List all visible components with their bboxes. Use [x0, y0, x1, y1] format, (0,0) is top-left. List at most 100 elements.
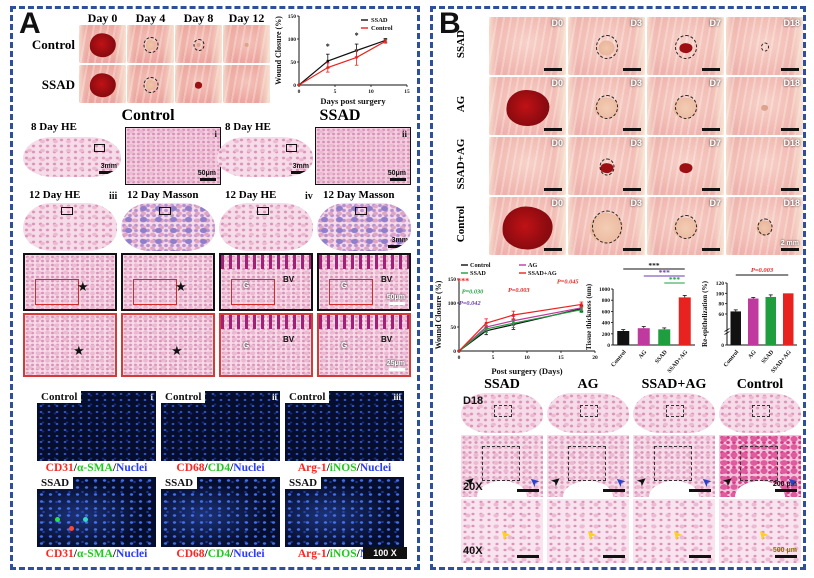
yellow-arrow-icon: ➤ [668, 525, 688, 544]
group-label: SSAD [285, 477, 322, 489]
magnified-section: G BV [219, 253, 313, 311]
wound-blob [502, 206, 553, 250]
zoom-box-dashed [568, 446, 607, 481]
magnified-40x-image: ➤ 500 μm [719, 499, 801, 563]
y-tick-label: 0 [721, 343, 724, 349]
wound-photo [79, 65, 126, 103]
x-tick-label: 20 [592, 355, 598, 361]
magnified-40x-image: ➤ [547, 499, 629, 563]
wound-photo: D0 [489, 197, 566, 255]
bar-SSAD+AG [678, 297, 691, 345]
caption-segment: Nuclei [359, 462, 392, 474]
category-label: AG [747, 349, 758, 360]
wound-outline [674, 35, 697, 60]
fluorescent-dot [55, 517, 60, 522]
wound-photo: D0 [489, 137, 566, 195]
x-axis-label: Post surgery (Days) [491, 366, 562, 376]
roman-numeral: i [214, 129, 217, 139]
scale-bar [517, 555, 539, 558]
wound-outline [757, 218, 772, 236]
y-tick-label: 0 [293, 83, 296, 89]
stain-label: 8 Day HE [225, 121, 271, 133]
bar-SSAD+AG [783, 293, 794, 345]
wound-photo: D18 2 mm [726, 197, 803, 255]
caption-segment: / [326, 548, 330, 560]
legend-item-Control: Control [470, 262, 491, 269]
scale-bar [775, 555, 797, 558]
day-label: D0 [551, 78, 563, 88]
epithelium-band [221, 255, 311, 269]
caption-segment: CD31 [45, 462, 74, 474]
roman-numeral: iv [305, 191, 313, 202]
zoom-box [158, 206, 171, 215]
wound-photo: D7 [647, 197, 724, 255]
x-tick-label: 5 [334, 89, 337, 95]
wound-outline [760, 42, 769, 52]
tissue-section [547, 393, 629, 433]
wound-photo [223, 25, 270, 63]
wound-outline [599, 158, 614, 176]
day-label: D18 [783, 138, 800, 148]
immunofluorescence-image: Control ii [161, 391, 280, 461]
day-label: D7 [709, 78, 721, 88]
category-label: Control [610, 349, 628, 368]
star-mark: ★ [171, 344, 183, 359]
inset-image: i 50μm [125, 127, 221, 185]
stain-label: 12 Day HE [225, 189, 277, 201]
gland-label: G [341, 281, 348, 290]
wound-blob [505, 89, 550, 126]
x-tick-label: 15 [404, 89, 410, 95]
scale-bar [623, 68, 641, 71]
scale-label: 50μm [386, 294, 405, 301]
y-tick-label: 100 [448, 301, 457, 307]
scale-bar [99, 171, 117, 174]
x-tick-label: 15 [558, 355, 564, 361]
wound-photo: D18 [726, 77, 803, 135]
caption-segment: CD4 [207, 462, 231, 474]
marker-caption: Arg-1/iNOS/Nuclei [285, 462, 404, 474]
category-label: AG [638, 349, 649, 360]
panel-a-wound-closure-chart: 0 50 100 150 0 5 10 15 Wound Closure (%) Days pos… [274, 14, 410, 106]
scale-bar [689, 489, 711, 492]
magnified-section: ★ [23, 313, 117, 377]
legend-item-SSAD: SSAD [470, 270, 486, 277]
group-label: Control [285, 391, 330, 403]
zoom-box-dashed [740, 446, 779, 481]
y-tick-label: 0 [453, 349, 456, 355]
panel-b-histology-block: SSAD AG SSAD+AG Control D18 ➤ ➤ ➤ ➤ ➤ ➤ ➤ ➤ 200 μm 20X… [433, 377, 803, 567]
y-tick-label: 200 [602, 332, 611, 338]
y-tick-label: 60 [719, 312, 725, 318]
day-label: D7 [709, 18, 721, 28]
x-tick-label: 10 [524, 355, 530, 361]
annotation: * [355, 31, 359, 40]
column-header-group: SSAD+AG [641, 377, 707, 392]
scale-label: 25μm [386, 360, 405, 367]
fluorescent-dot [83, 517, 88, 522]
wound-outline [674, 215, 697, 240]
scale-bar [702, 188, 720, 191]
y-tick-label: 120 [716, 281, 725, 287]
blue-arrow-icon: ➤ [611, 473, 629, 491]
y-axis-label: Tissue thickness (um) [585, 283, 593, 350]
zoom-box-red [35, 279, 79, 305]
annotation: P=0.045 [557, 278, 579, 285]
wound-photo: D3 [568, 197, 645, 255]
star-mark: ★ [73, 344, 85, 359]
day-label: D3 [630, 198, 642, 208]
group-label: Control [37, 391, 82, 403]
panel-a-immunofluorescence-block: Control i CD31/α-SMA/Nuclei Control ii CD68/C… [13, 387, 417, 565]
group-label: Control [161, 391, 206, 403]
wound-photo [175, 65, 222, 103]
panel-b-wound-photo-grid: SSAD D0 D3 D7 D18 AG D0 D3 D7 D18 SSAD+AG D0 D3 D7 D18… [433, 13, 803, 259]
wound-blob [244, 43, 249, 48]
histology-group-header: SSAD [319, 107, 361, 124]
bar-AG [748, 298, 759, 345]
immunofluorescence-image: SSAD [37, 477, 156, 547]
day-label: D18 [783, 18, 800, 28]
fluorescent-dot [69, 526, 74, 531]
row-label-control: Control [31, 37, 75, 52]
tissue-section [121, 203, 215, 251]
caption-segment: / [356, 462, 360, 474]
caption-segment: / [326, 462, 330, 474]
magnified-section: G BV [219, 313, 313, 377]
